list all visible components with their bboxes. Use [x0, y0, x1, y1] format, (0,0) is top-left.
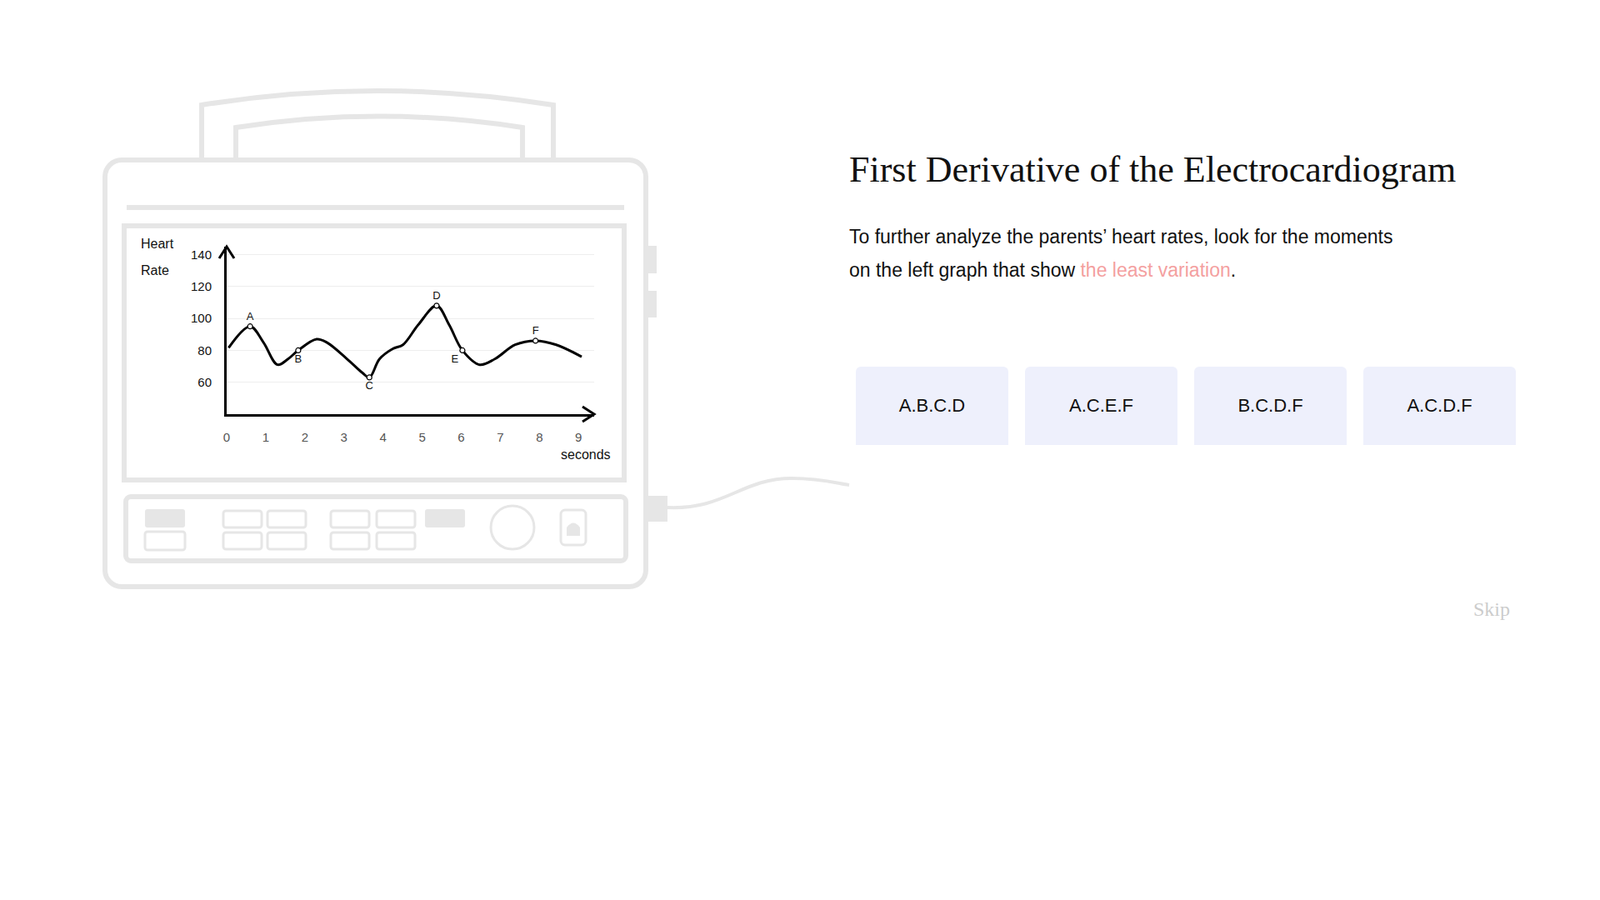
svg-text:E: E	[450, 352, 459, 365]
svg-text:seconds: seconds	[560, 447, 611, 462]
html-text:First Derivative of the Electr: First Derivative of the Electrocardiogra…	[849, 149, 1456, 190]
svg-text:Heart: Heart	[140, 236, 175, 251]
svg-text:80: 80	[197, 343, 212, 358]
html-text:A.B.C.D: A.B.C.D	[899, 395, 966, 416]
svg-text:B: B	[295, 352, 303, 365]
svg-text:9: 9	[575, 430, 582, 445]
svg-text:A: A	[246, 310, 255, 323]
svg-text:4: 4	[379, 430, 386, 445]
svg-text:60: 60	[197, 375, 212, 390]
svg-text:1: 1	[262, 430, 270, 445]
svg-text:F: F	[532, 324, 540, 337]
html-text:A.C.D.F: A.C.D.F	[1407, 395, 1473, 416]
svg-text:120: 120	[190, 279, 212, 294]
html-text:B.C.D.F: B.C.D.F	[1237, 395, 1303, 416]
html-text:Skip: Skip	[1473, 598, 1510, 620]
html-text:To further analyze the parents: To further analyze the parents’ heart ra…	[849, 225, 1393, 281]
svg-text:Rate: Rate	[140, 263, 170, 278]
svg-text:C: C	[365, 379, 374, 392]
svg-text:8: 8	[535, 430, 543, 445]
svg-text:0: 0	[223, 430, 230, 445]
svg-text:6: 6	[457, 430, 465, 445]
svg-text:D: D	[432, 289, 440, 302]
svg-text:5: 5	[418, 430, 425, 445]
svg-text:3: 3	[340, 430, 348, 445]
svg-text:2: 2	[301, 430, 309, 445]
svg-text:7: 7	[496, 430, 504, 445]
html-text:A.C.E.F: A.C.E.F	[1069, 395, 1134, 416]
svg-text:100: 100	[190, 310, 212, 325]
svg-text:140: 140	[190, 247, 212, 262]
